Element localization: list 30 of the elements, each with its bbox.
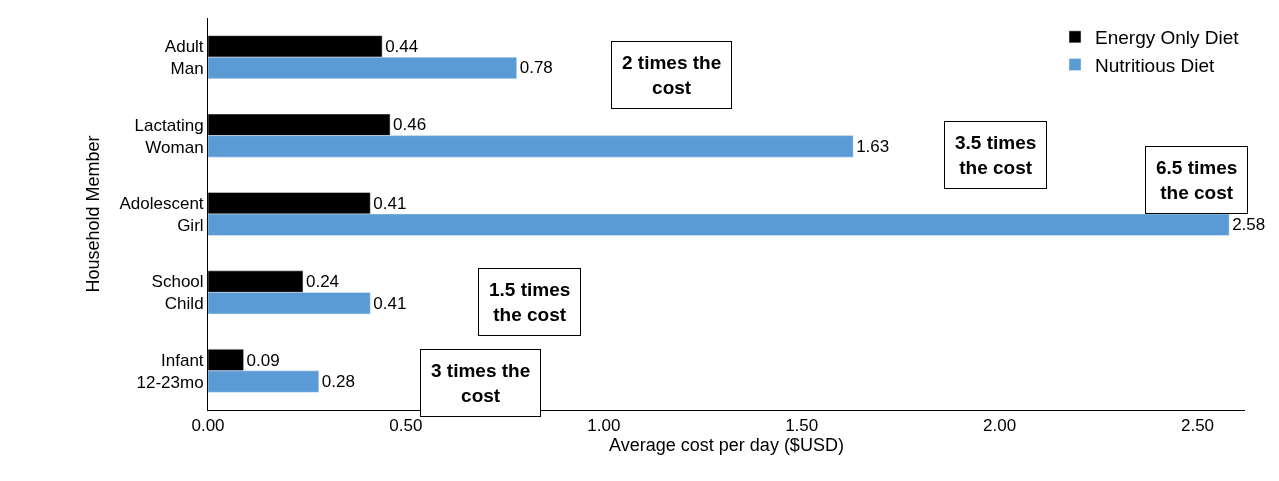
y-tick-label: Lactating Woman xyxy=(134,115,204,157)
data-label: 0.44 xyxy=(385,36,419,56)
data-label: 1.63 xyxy=(856,136,890,156)
x-tick-label: 0.50 xyxy=(389,416,423,436)
data-label: 0.24 xyxy=(305,272,340,292)
y-tick-label: Infant 12-23mo xyxy=(136,350,204,392)
x-tick-label: 0.00 xyxy=(191,416,225,436)
data-label: 0.41 xyxy=(373,193,407,213)
y-tick-label: Adolescent Girl xyxy=(119,193,204,235)
x-axis-title: Average cost per day ($USD) xyxy=(609,435,844,456)
annotation: 3 times the cost xyxy=(431,360,531,406)
x-tick-label: 1.00 xyxy=(587,416,621,436)
legend-label: Energy Only Diet xyxy=(1095,27,1240,49)
data-label: 0.46 xyxy=(393,115,427,135)
legend-label: Nutritious Diet xyxy=(1095,54,1216,76)
data-label: 2.58 xyxy=(1232,215,1266,235)
x-tick-label: 2.50 xyxy=(1180,416,1215,436)
annotation: 6.5 times the cost xyxy=(1156,157,1238,203)
y-tick-label: School Child xyxy=(151,272,204,314)
data-label: 0.09 xyxy=(246,350,280,370)
x-tick-label: 1.50 xyxy=(785,416,819,436)
annotation: 2 times the cost xyxy=(622,52,722,98)
y-tick-label: Adult Man xyxy=(164,37,204,79)
data-label: 0.28 xyxy=(321,372,355,392)
data-label: 0.78 xyxy=(519,58,553,78)
annotation: 3.5 times the cost xyxy=(955,132,1037,178)
x-tick-label: 2.00 xyxy=(983,416,1017,436)
data-label: 0.41 xyxy=(373,293,407,313)
annotation: 1.5 times the cost xyxy=(489,279,571,325)
y-axis-title: Household Member xyxy=(82,135,103,293)
